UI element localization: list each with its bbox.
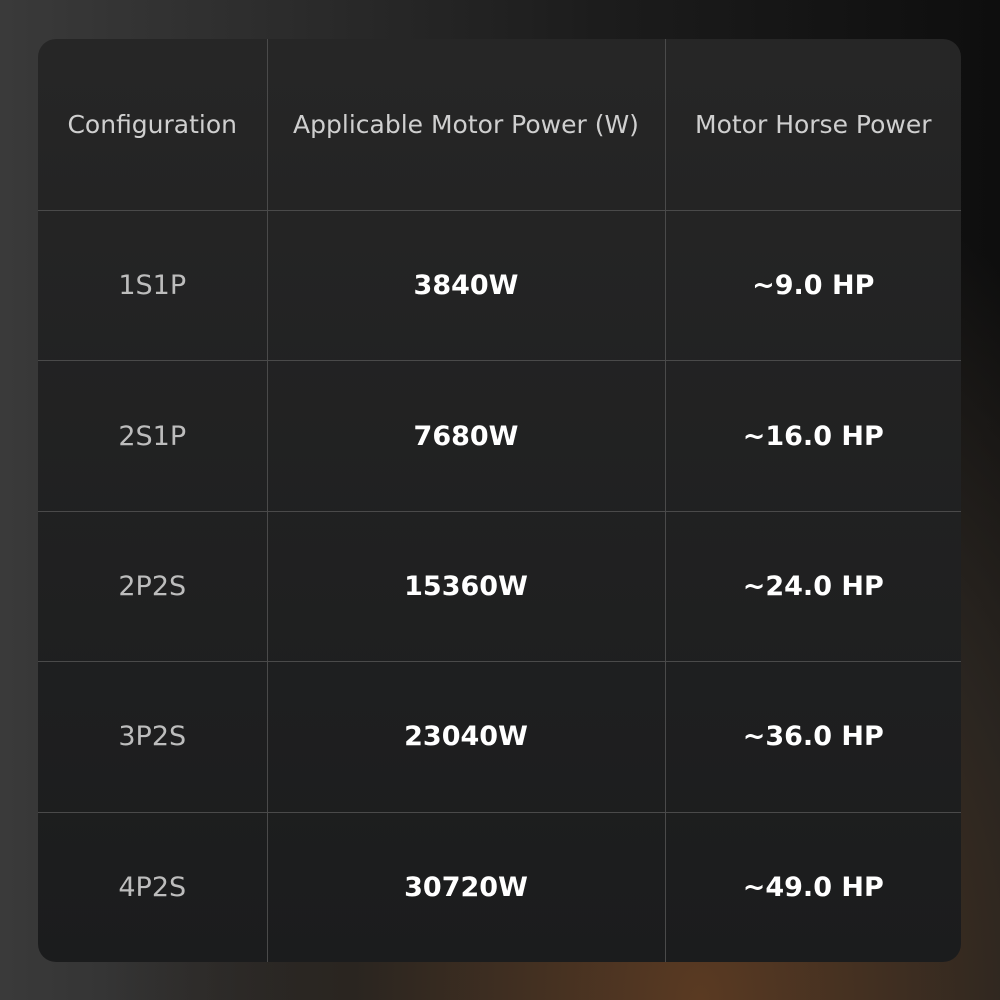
header-cell: Configuration (38, 39, 268, 211)
table-cell: 3P2S (38, 661, 268, 813)
table-cell: 2P2S (38, 510, 268, 663)
table-cell: ~36.0 HP (664, 661, 961, 813)
table: Configuration Applicable Motor Power (W) M… (38, 39, 961, 962)
table-body: 1S1P 3840W ~9.0 HP 2S1P 7680W ~16.0 HP 2P2S 153… (38, 210, 961, 962)
table-cell: 15360W (266, 510, 666, 663)
header-cell: Motor Horse Power (664, 39, 961, 211)
table-card: Configuration Applicable Motor Power (W) M… (38, 39, 961, 962)
table-cell: ~24.0 HP (664, 510, 961, 663)
table-row: 2S1P 7680W ~16.0 HP (38, 360, 961, 512)
table-cell: 2S1P (38, 360, 268, 512)
table-cell: ~9.0 HP (664, 210, 961, 362)
header-cell: Applicable Motor Power (W) (266, 39, 666, 211)
table-cell: 4P2S (38, 811, 268, 962)
header-row: Configuration Applicable Motor Power (W) M… (38, 39, 961, 211)
table-cell: 30720W (266, 811, 666, 962)
table-row: 3P2S 23040W ~36.0 HP (38, 661, 961, 813)
table-row: 1S1P 3840W ~9.0 HP (38, 210, 961, 362)
table-cell: ~49.0 HP (664, 811, 961, 962)
table-row: 2P2S 15360W ~24.0 HP (38, 510, 961, 663)
table-cell: 23040W (266, 661, 666, 813)
table-cell: ~16.0 HP (664, 360, 961, 512)
table-cell: 1S1P (38, 210, 268, 362)
table-row: 4P2S 30720W ~49.0 HP (38, 811, 961, 962)
table-cell: 3840W (266, 210, 666, 362)
table-cell: 7680W (266, 360, 666, 512)
